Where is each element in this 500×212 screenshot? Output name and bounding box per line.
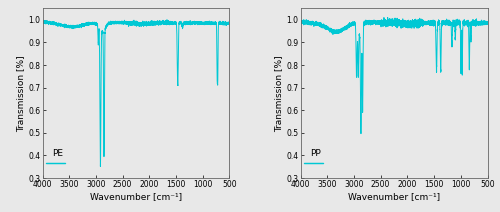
Y-axis label: Transmission [%]: Transmission [%] [274,55,283,132]
X-axis label: Wavenumber [cm⁻¹]: Wavenumber [cm⁻¹] [348,192,440,201]
X-axis label: Wavenumber [cm⁻¹]: Wavenumber [cm⁻¹] [90,192,182,201]
Text: PP: PP [310,149,320,158]
Text: PE: PE [52,149,63,158]
Y-axis label: Transmission [%]: Transmission [%] [16,55,26,132]
